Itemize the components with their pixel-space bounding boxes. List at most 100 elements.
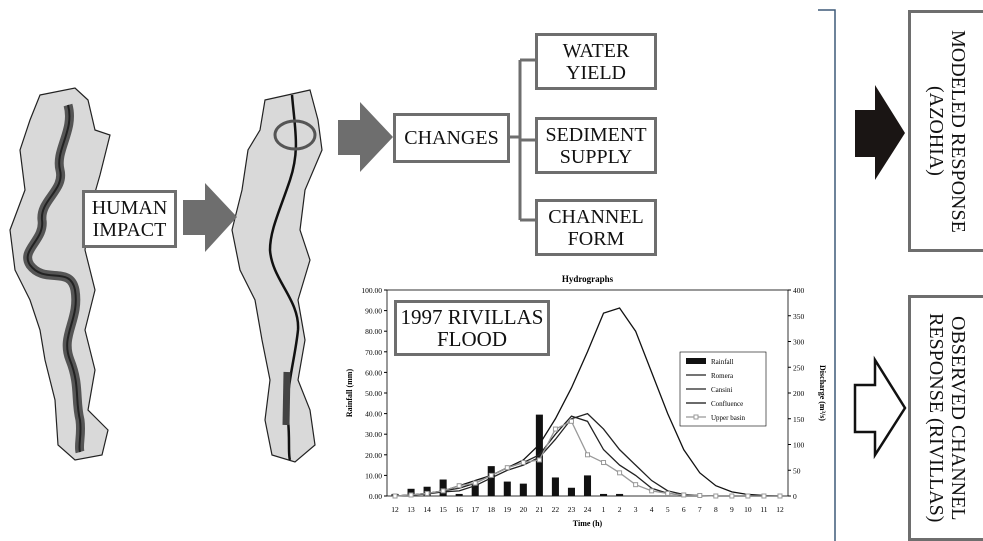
marker	[456, 483, 462, 489]
y2-tick-label: 350	[793, 312, 805, 321]
x-tick-label: 21	[536, 505, 544, 514]
x-tick-label: 8	[714, 505, 718, 514]
change-highlight	[273, 119, 317, 151]
divider	[818, 9, 836, 541]
x-tick-label: 6	[682, 505, 686, 514]
bar	[567, 487, 575, 496]
y-tick-label: 60.00	[365, 368, 382, 377]
bar	[583, 475, 592, 496]
y2-tick-label: 300	[793, 338, 805, 347]
marker	[617, 470, 623, 476]
y-tick-label: 40.00	[365, 410, 382, 419]
marker	[665, 490, 671, 496]
arrow	[338, 102, 393, 172]
bar	[439, 479, 447, 496]
marker	[536, 457, 542, 463]
marker	[585, 452, 590, 458]
x-tick-label: 20	[520, 505, 528, 514]
arrow	[183, 183, 237, 252]
label: MODELED RESPONSE (AZOHIA)	[925, 29, 969, 233]
arrow	[855, 85, 905, 180]
x-tick-label: 5	[666, 505, 670, 514]
y-tick-label: 50.00	[365, 389, 382, 398]
label: OBSERVED CHANNEL RESPONSE (RIVILLAS)	[925, 313, 969, 523]
bar	[407, 488, 415, 496]
marker	[777, 493, 783, 499]
marker	[649, 488, 655, 494]
x-tick-label: 17	[471, 505, 479, 514]
marker	[408, 492, 414, 498]
bar	[519, 483, 527, 496]
label: CHANNEL FORM	[548, 205, 644, 250]
label: CHANGES	[404, 127, 499, 149]
marker	[745, 493, 751, 499]
bar	[551, 477, 559, 496]
box: CHANGES	[393, 113, 510, 163]
x-tick-label: 3	[634, 505, 638, 514]
x-tick-label: 4	[650, 505, 654, 514]
x-tick-label: 23	[568, 505, 576, 514]
y-tick-label: 20.00	[365, 451, 382, 460]
y-axis-label: Rainfall (mm)	[345, 369, 354, 418]
x-tick-label: 7	[698, 505, 702, 514]
legend-label: Confluence	[711, 400, 743, 408]
marker	[761, 493, 767, 499]
marker	[697, 492, 703, 498]
x-tick-label: 14	[423, 505, 431, 514]
y2-axis-label: Discharge (m³/s)	[818, 365, 827, 421]
box: 1997 RIVILLAS FLOOD	[394, 300, 550, 356]
x-axis-label: Time (h)	[573, 519, 603, 528]
legend-label: Rainfall	[711, 358, 734, 366]
bar	[600, 493, 608, 496]
y2-tick-label: 150	[793, 415, 805, 424]
legend-label: Cansini	[711, 386, 732, 394]
box: SEDIMENT SUPPLY	[535, 117, 657, 174]
marker	[713, 493, 719, 499]
x-tick-label: 12	[391, 505, 399, 514]
x-tick-label: 2	[618, 505, 622, 514]
y2-tick-label: 200	[793, 389, 805, 398]
y-tick-label: 90.00	[365, 307, 382, 316]
marker	[729, 493, 735, 499]
y-tick-label: 100.00	[361, 286, 382, 295]
y-tick-label: 0.00	[369, 492, 382, 501]
y2-tick-label: 0	[793, 492, 797, 501]
x-tick-label: 12	[776, 505, 784, 514]
label: HUMAN IMPACT	[91, 197, 168, 241]
box: OBSERVED CHANNEL RESPONSE (RIVILLAS)	[908, 295, 983, 541]
marker	[568, 418, 574, 424]
bar	[455, 493, 463, 496]
legend-label: Romera	[711, 372, 734, 380]
marker	[472, 480, 478, 486]
branch-connector	[505, 58, 536, 222]
river	[26, 104, 82, 453]
marker	[552, 426, 558, 432]
marker	[633, 482, 639, 488]
channelized-reach	[282, 371, 291, 426]
bar	[487, 466, 495, 496]
x-tick-label: 19	[504, 505, 512, 514]
x-tick-label: 18	[488, 505, 496, 514]
legend-swatch	[686, 358, 706, 364]
box: WATER YIELD	[535, 33, 657, 90]
label: WATER YIELD	[562, 39, 630, 84]
legend-label: Upper basin	[711, 414, 746, 422]
x-tick-label: 22	[552, 505, 560, 514]
y-tick-label: 30.00	[365, 430, 382, 439]
label: 1997 RIVILLAS FLOOD	[400, 305, 544, 351]
label: SEDIMENT SUPPLY	[545, 123, 647, 168]
marker	[488, 472, 494, 478]
marker	[392, 493, 398, 499]
y2-tick-label: 250	[793, 363, 805, 372]
x-tick-label: 10	[744, 505, 752, 514]
bar	[616, 493, 624, 496]
bar	[471, 483, 479, 496]
x-tick-label: 1	[602, 505, 606, 514]
marker	[520, 460, 526, 466]
bar	[503, 481, 511, 496]
y-tick-label: 10.00	[365, 471, 382, 480]
chart-title: Hydrographs	[562, 274, 614, 284]
